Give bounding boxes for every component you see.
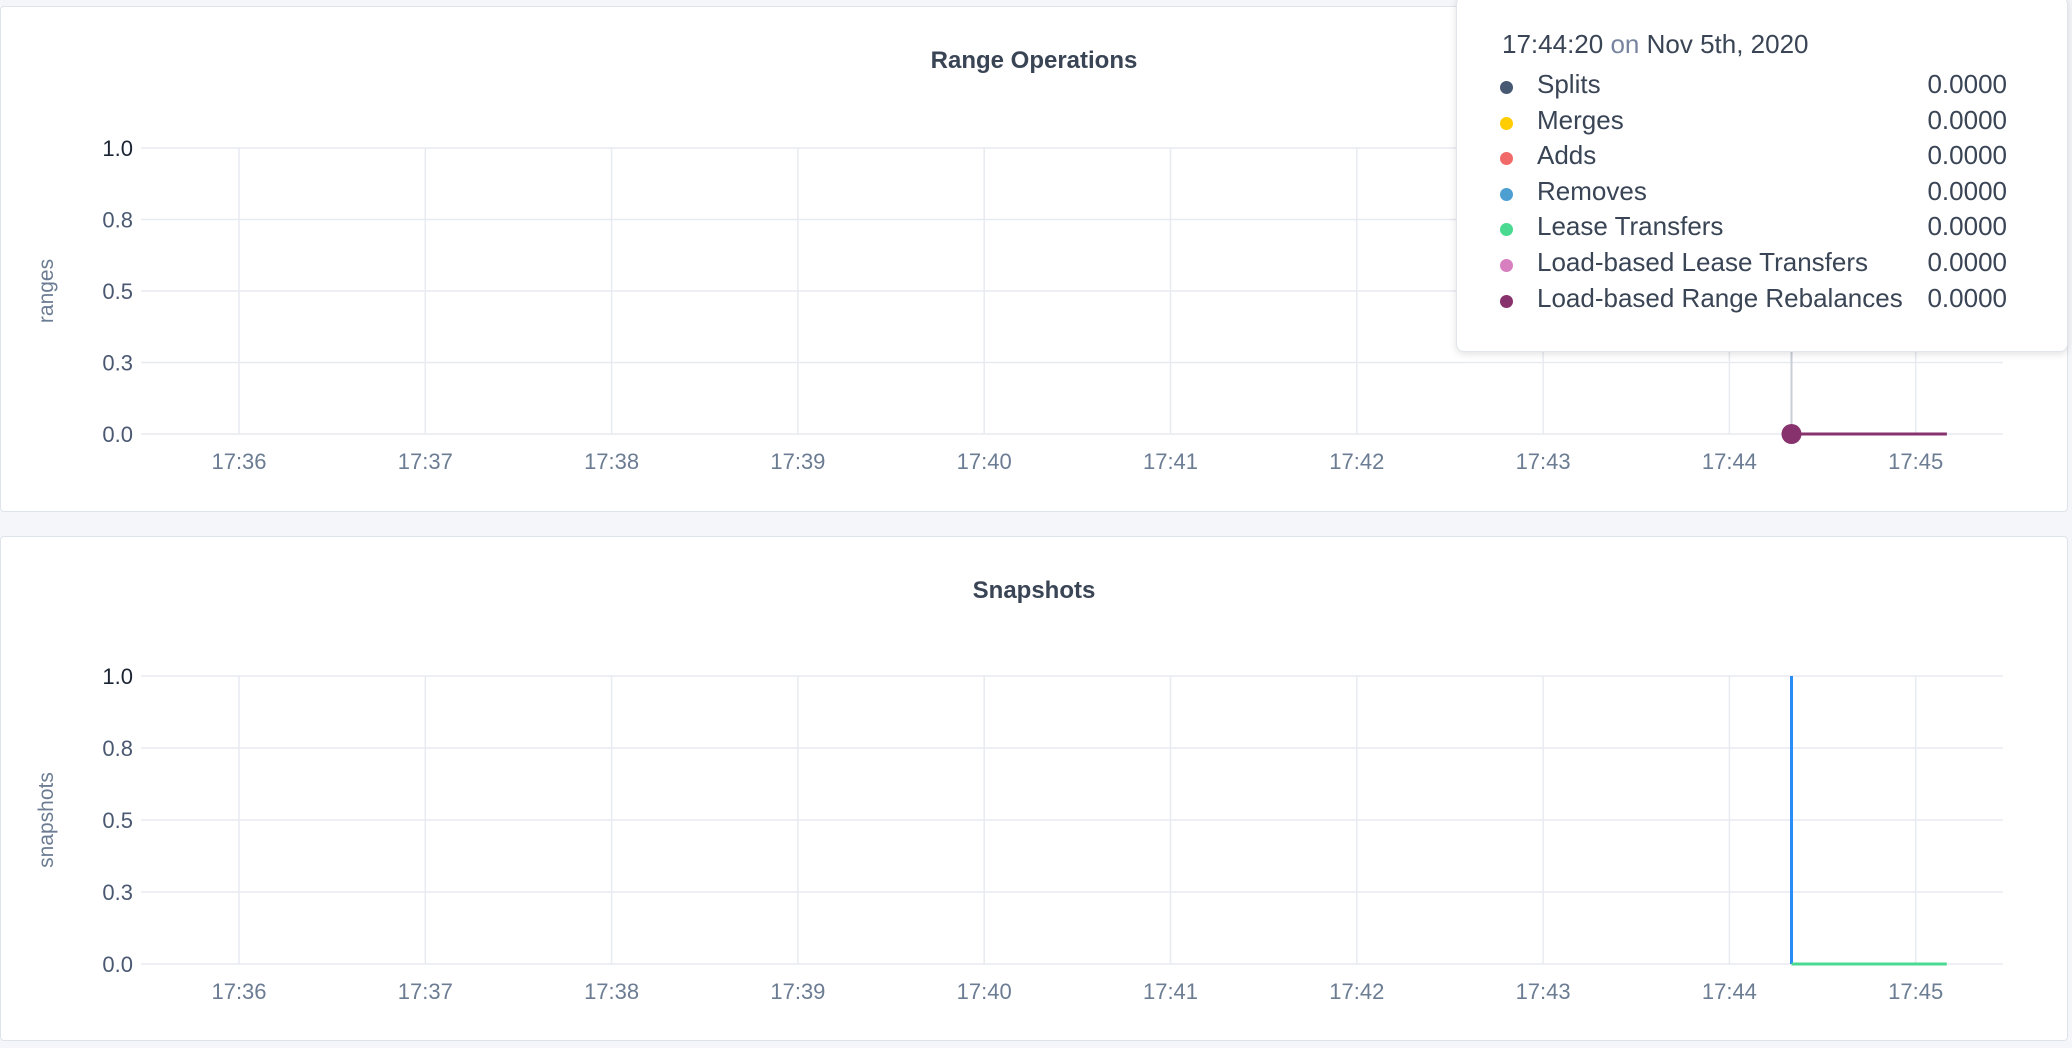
snapshots-chart-panel: Snapshots 1.0 0.8 0.5 0.3 0.0 17:36 17:37 17:38… <box>0 536 2068 1041</box>
series-dot-icon <box>1500 152 1513 166</box>
tooltip-series-value: 0.0000 <box>1927 69 2007 99</box>
x-tick-label: 17:43 <box>1516 449 1571 474</box>
y-tick-label: 0.3 <box>102 880 133 905</box>
chart-title: Range Operations <box>930 47 1138 74</box>
tooltip-series-value: 0.0000 <box>1927 140 2007 171</box>
series-dot-icon <box>1500 187 1513 201</box>
tooltip-series-label: Merges <box>1537 104 1624 135</box>
x-tick-label: 17:45 <box>1888 979 1943 1004</box>
x-tick-label: 17:41 <box>1143 449 1198 474</box>
y-tick-label: 0.8 <box>102 736 133 761</box>
tooltip-time: 17:44:20 <box>1502 29 1604 59</box>
y-tick-label: 1.0 <box>102 664 133 689</box>
hover-point-marker <box>1781 424 1802 444</box>
tooltip-series-value: 0.0000 <box>1927 104 2007 135</box>
tooltip-date: Nov 5th, 2020 <box>1646 29 1809 59</box>
x-tick-label: 17:36 <box>211 979 266 1004</box>
tooltip-series-label: Load-based Lease Transfers <box>1537 247 1868 277</box>
y-tick-label: 0.5 <box>102 279 133 304</box>
tooltip-series-label: Splits <box>1537 69 1601 99</box>
tooltip-row: Removes 0.0000 <box>1497 176 2007 212</box>
series-dot-icon <box>1500 81 1513 94</box>
hover-tooltip: 17:44:20 on Nov 5th, 2020 Splits 0.0000 Me… <box>1456 0 2068 352</box>
tooltip-row: Load-based Range Rebalances 0.0000 <box>1497 283 2007 319</box>
series-dot-icon <box>1500 259 1513 272</box>
x-tick-label: 17:43 <box>1516 979 1571 1004</box>
x-tick-label: 17:41 <box>1143 979 1198 1004</box>
x-tick-label: 17:44 <box>1702 449 1757 474</box>
x-tick-label: 17:44 <box>1702 979 1757 1004</box>
series-dot-icon <box>1500 116 1513 130</box>
tooltip-series-value: 0.0000 <box>1927 211 2007 242</box>
y-tick-label: 0.0 <box>102 952 133 977</box>
x-tick-label: 17:39 <box>770 449 825 474</box>
y-axis-label: snapshots <box>35 772 58 868</box>
tooltip-series-value: 0.0000 <box>1927 175 2007 206</box>
tooltip-series-value: 0.0000 <box>1927 247 2007 277</box>
y-tick-label: 0.5 <box>102 808 133 833</box>
x-tick-label: 17:36 <box>211 449 266 474</box>
chart-title: Snapshots <box>972 577 1096 604</box>
x-tick-label: 17:42 <box>1329 449 1384 474</box>
x-tick-label: 17:39 <box>770 979 825 1004</box>
y-tick-label: 0.3 <box>102 351 133 376</box>
snapshots-plot[interactable]: 1.0 0.8 0.5 0.3 0.0 17:36 17:37 17:38 17:39 17:40… <box>1 537 2067 1040</box>
x-tick-label: 17:45 <box>1888 449 1943 474</box>
y-axis-label: ranges <box>35 259 58 323</box>
x-tick-label: 17:38 <box>584 979 639 1004</box>
y-tick-label: 0.8 <box>102 208 133 233</box>
tooltip-series-label: Removes <box>1537 175 1647 206</box>
tooltip-row: Lease Transfers 0.0000 <box>1497 211 2007 247</box>
tooltip-series-label: Load-based Range Rebalances <box>1537 282 1903 313</box>
y-tick-label: 1.0 <box>102 136 133 161</box>
x-tick-label: 17:37 <box>398 449 453 474</box>
tooltip-row: Adds 0.0000 <box>1497 140 2007 176</box>
tooltip-series-label: Lease Transfers <box>1537 211 1724 242</box>
tooltip-header: 17:44:20 on Nov 5th, 2020 <box>1502 29 1809 60</box>
tooltip-series-value: 0.0000 <box>1927 282 2007 313</box>
x-tick-label: 17:42 <box>1329 979 1384 1004</box>
x-tick-label: 17:38 <box>584 449 639 474</box>
series-dot-icon <box>1500 223 1513 237</box>
x-tick-label: 17:40 <box>957 449 1012 474</box>
x-tick-label: 17:40 <box>957 979 1012 1004</box>
tooltip-row: Load-based Lease Transfers 0.0000 <box>1497 247 2007 283</box>
tooltip-row: Splits 0.0000 <box>1497 69 2007 105</box>
tooltip-on: on <box>1610 29 1640 59</box>
x-tick-label: 17:37 <box>398 979 453 1004</box>
tooltip-series-label: Adds <box>1537 140 1597 171</box>
y-tick-label: 0.0 <box>102 422 133 447</box>
series-dot-icon <box>1500 294 1513 308</box>
range-operations-plot[interactable]: 1.0 0.8 0.5 0.3 0.0 17:36 17:37 17:38 17:39 17:40… <box>1 7 2067 511</box>
tooltip-row: Merges 0.0000 <box>1497 105 2007 141</box>
